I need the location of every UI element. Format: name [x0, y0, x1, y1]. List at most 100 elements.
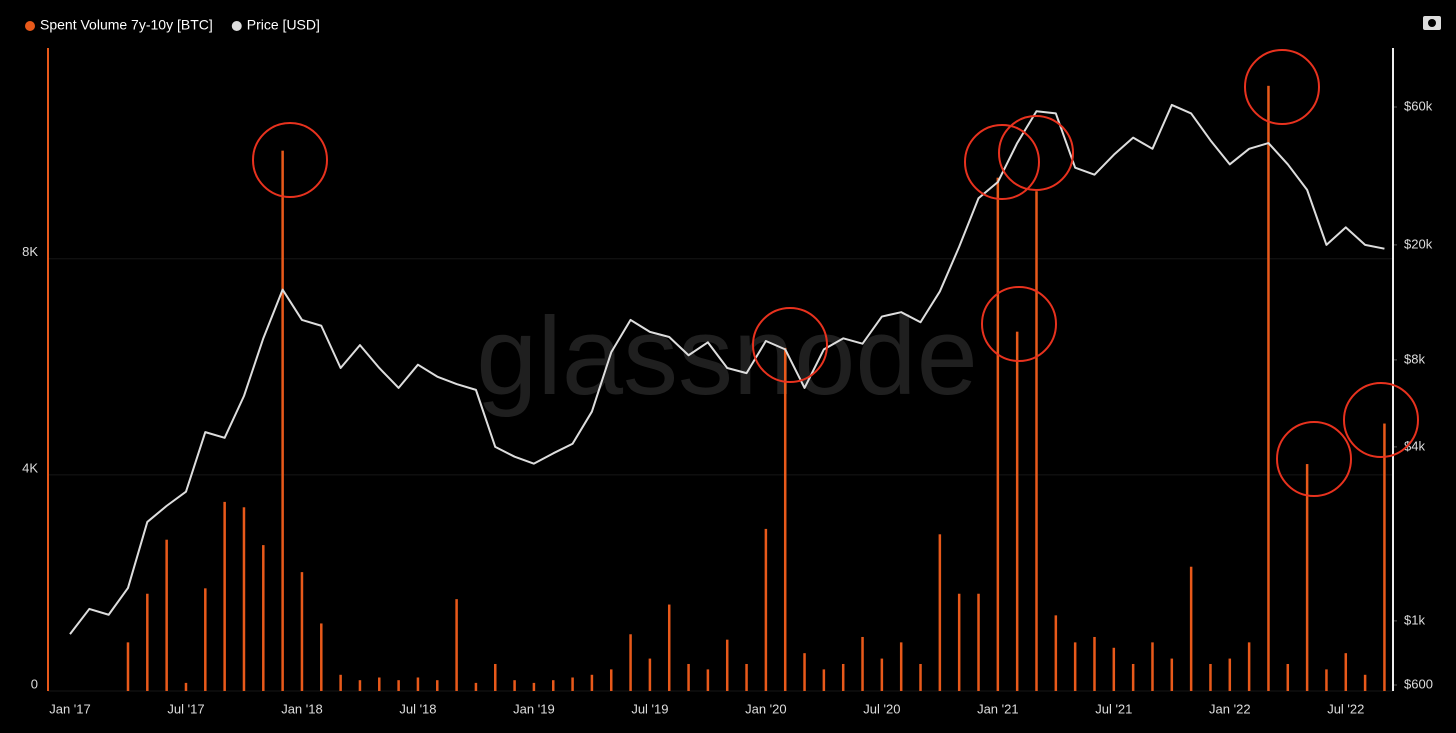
volume-bar	[1073, 642, 1077, 691]
volume-bar	[416, 677, 420, 691]
volume-bar	[1209, 663, 1212, 691]
volume-bar	[687, 663, 690, 691]
volume-bar	[648, 658, 652, 691]
volume-bar	[725, 639, 729, 691]
volume-bar	[1035, 191, 1038, 691]
highlight-circle	[998, 115, 1074, 191]
x-tick-label: Jul '18	[399, 701, 436, 716]
highlight-circle	[964, 124, 1040, 200]
volume-bar	[1093, 636, 1096, 691]
volume-bar	[783, 347, 787, 691]
volume-bar	[996, 177, 1000, 692]
x-tick-label: Jan '20	[745, 701, 787, 716]
highlight-circle	[752, 307, 828, 383]
volume-bar	[938, 534, 942, 691]
x-tick-label: Jan '22	[1209, 701, 1251, 716]
volume-bar	[590, 674, 594, 691]
volume-bar	[146, 593, 149, 691]
volume-bar	[1015, 331, 1019, 691]
volume-bar	[1305, 464, 1309, 691]
volume-bar	[803, 653, 806, 691]
legend-label: Price [USD]	[247, 17, 320, 33]
volume-bar	[513, 680, 516, 691]
volume-bar	[532, 682, 536, 691]
volume-bar	[861, 636, 864, 691]
volume-bar	[899, 642, 903, 691]
volume-bar	[609, 669, 613, 691]
legend-dot	[231, 21, 242, 31]
y2-tick-label: $8k	[1404, 351, 1425, 366]
volume-bar	[822, 669, 826, 691]
watermark: glassnode	[476, 295, 978, 418]
y2-tick-label: $60k	[1404, 98, 1433, 113]
volume-bar	[184, 682, 188, 691]
volume-bar	[667, 604, 671, 691]
volume-bar	[339, 674, 342, 691]
price-line	[69, 103, 1385, 635]
volume-bar	[1131, 663, 1135, 691]
volume-bar	[1151, 642, 1154, 691]
camera-icon[interactable]	[1423, 16, 1441, 30]
camera-lens[interactable]	[1428, 19, 1436, 27]
x-tick-label: Jul '22	[1327, 701, 1364, 716]
y2-tick-label: $4k	[1404, 438, 1425, 453]
volume-bar	[494, 663, 497, 691]
highlight-circle	[1276, 421, 1352, 497]
legend-dot	[25, 21, 35, 31]
volume-bar	[1344, 653, 1348, 691]
volume-bar	[1286, 663, 1290, 691]
volume-bar	[242, 507, 246, 691]
volume-bar	[629, 634, 632, 691]
volume-bar	[165, 539, 168, 691]
y2-tick-label: $600	[1404, 676, 1433, 691]
volume-bar	[358, 680, 362, 691]
x-tick-label: Jul '17	[167, 701, 204, 716]
x-tick-label: Jan '17	[49, 701, 91, 716]
volume-bar	[1054, 615, 1058, 691]
volume-bar	[1189, 566, 1193, 691]
x-tick-label: Jul '21	[1095, 701, 1132, 716]
volume-bar	[300, 572, 304, 691]
volume-bar	[552, 680, 555, 691]
volume-bar	[880, 658, 884, 691]
highlight-circle	[252, 122, 328, 198]
volume-bar	[223, 501, 226, 691]
volume-bar	[455, 599, 458, 691]
legend-label: Spent Volume 7y-10y [BTC]	[40, 17, 213, 33]
volume-bar	[1363, 674, 1367, 691]
volume-bar	[1267, 85, 1270, 691]
x-tick-label: Jan '18	[281, 701, 323, 716]
volume-bar	[841, 663, 845, 691]
volume-bar	[1112, 647, 1116, 691]
volume-bar	[571, 677, 574, 691]
volume-bar	[281, 150, 284, 691]
volume-bar	[977, 593, 980, 691]
volume-bar	[126, 642, 130, 691]
volume-bar	[474, 682, 478, 691]
volume-bar	[919, 663, 922, 691]
volume-bar	[397, 680, 400, 691]
y-tick-label: 4K	[22, 460, 38, 475]
volume-bar	[262, 545, 265, 691]
highlight-circle	[981, 286, 1057, 362]
volume-bar	[1247, 642, 1251, 691]
x-tick-label: Jan '19	[513, 701, 555, 716]
y2-tick-label: $1k	[1404, 612, 1425, 627]
volume-bar	[1170, 658, 1174, 691]
volume-bar	[320, 623, 323, 691]
volume-bar	[706, 669, 710, 691]
volume-bar	[745, 663, 748, 691]
volume-bar	[1325, 669, 1328, 691]
volume-bar	[204, 588, 207, 691]
volume-bar	[436, 680, 439, 691]
x-tick-label: Jul '19	[631, 701, 668, 716]
x-tick-label: Jan '21	[977, 701, 1019, 716]
volume-bar	[957, 593, 961, 691]
volume-bar	[1383, 423, 1386, 691]
highlight-circle	[1343, 382, 1419, 458]
y-tick-label: 8K	[22, 244, 38, 259]
y2-tick-label: $20k	[1404, 236, 1433, 251]
